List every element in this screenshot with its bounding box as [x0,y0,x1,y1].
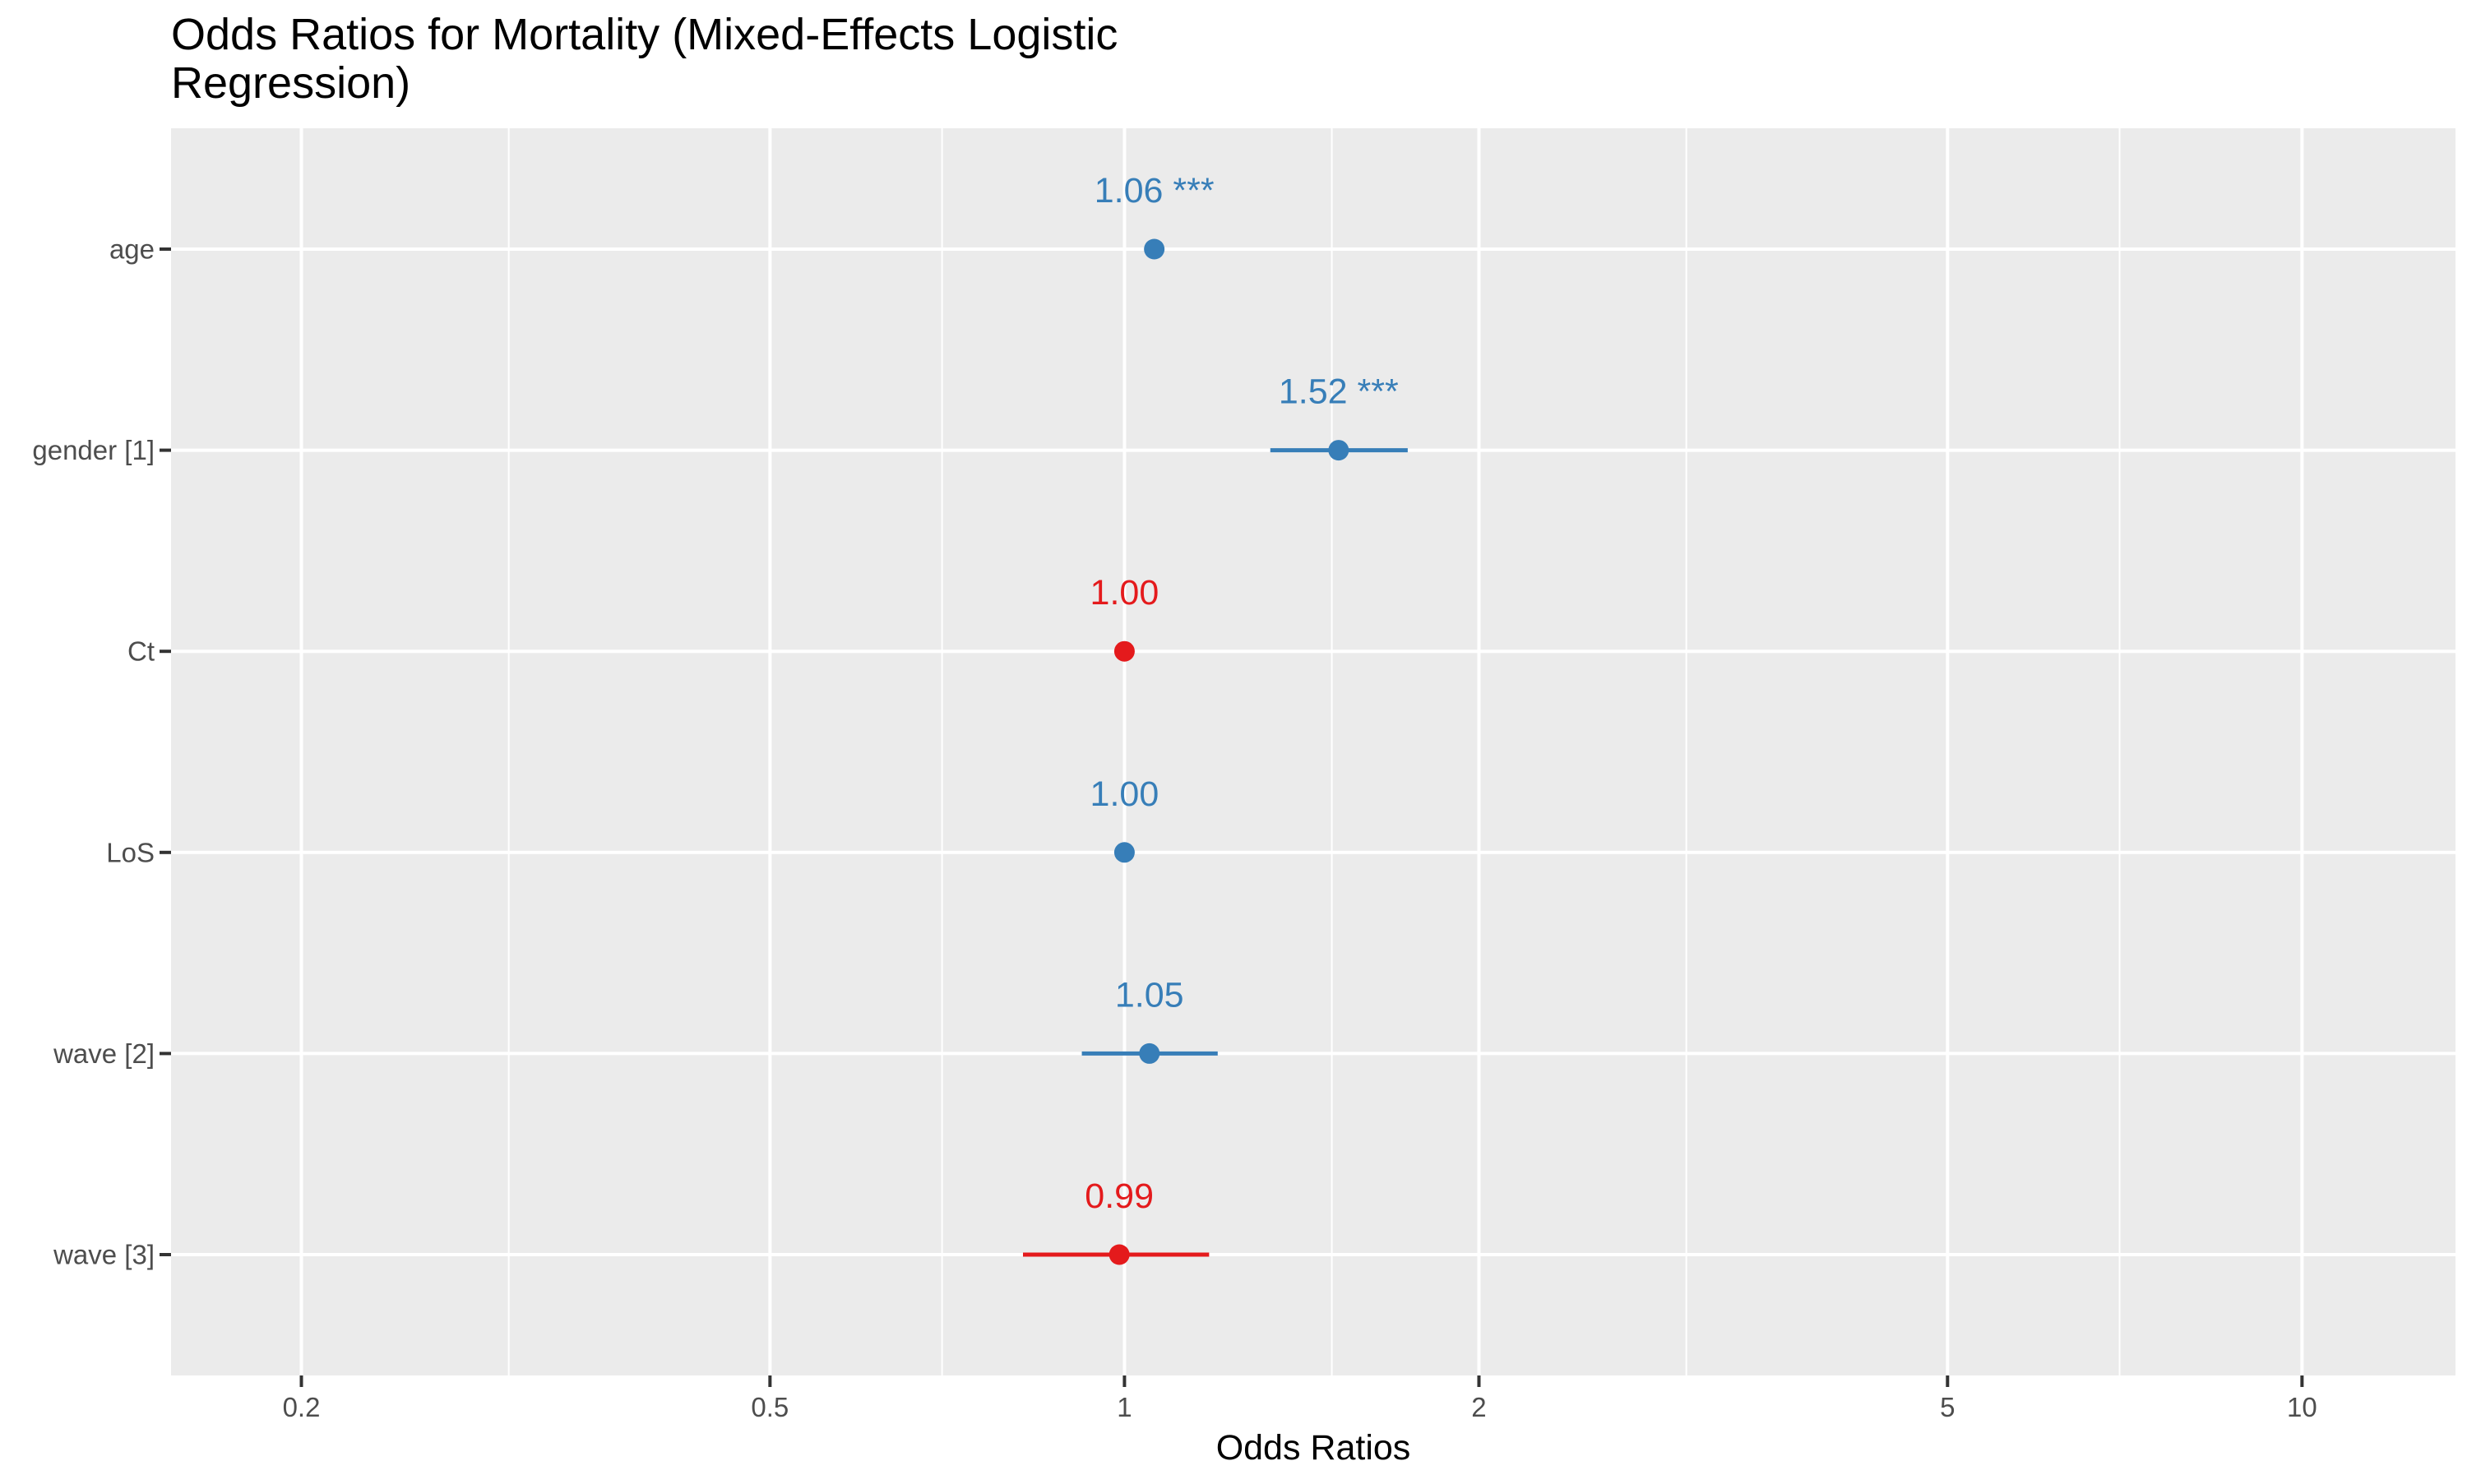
x-axis: 0.2 0.5 1 2 5 10 [283,1375,2317,1422]
point-estimate [1328,440,1349,461]
minor-gridlines [507,128,2121,1375]
term-row: 1.06 *** [1095,171,1215,260]
data-marks: 1.06 *** 1.52 *** 1.00 1.00 1.05 0.99 [1022,171,1408,1265]
plot-panel [171,128,2455,1375]
point-estimate [1113,842,1135,863]
y-tick-label: wave [2] [53,1038,155,1069]
chart-title: Odds Ratios for Mortality (Mixed-Effects… [171,10,1118,108]
data-label: 0.99 [1085,1177,1154,1216]
y-axis: age gender [1] Ct LoS wave [2] wave [3] [32,234,171,1270]
term-row: 0.99 [1022,1177,1210,1265]
y-tick-label: age [109,234,155,265]
x-tick-label: 5 [1940,1392,1955,1422]
term-row: 1.52 *** [1270,372,1408,461]
term-row: 1.05 [1081,975,1218,1064]
chart-title-line-1: Odds Ratios for Mortality (Mixed-Effects… [171,10,1118,59]
term-row: 1.00 [1090,573,1159,662]
y-tick-label: Ct [127,636,155,667]
x-tick-label: 0.5 [751,1392,789,1422]
x-tick-label: 2 [1471,1392,1486,1422]
y-tick-label: LoS [106,837,155,867]
x-tick-label: 10 [2287,1392,2317,1422]
x-tick-label: 0.2 [283,1392,321,1422]
x-tick-label: 1 [1117,1392,1132,1422]
y-tick-label: wave [3] [53,1240,155,1270]
data-label: 1.05 [1115,975,1184,1015]
chart-title-line-2: Regression) [171,58,410,108]
point-estimate [1144,238,1165,260]
y-tick-label: gender [1] [32,435,155,465]
data-label: 1.52 *** [1279,372,1399,412]
term-row: 1.00 [1090,774,1159,863]
data-label: 1.06 *** [1095,171,1215,210]
point-estimate [1113,640,1135,662]
x-axis-title: Odds Ratios [1216,1428,1411,1468]
data-label: 1.00 [1090,573,1159,613]
point-estimate [1109,1244,1130,1265]
data-label: 1.00 [1090,774,1159,814]
point-estimate [1139,1042,1160,1064]
